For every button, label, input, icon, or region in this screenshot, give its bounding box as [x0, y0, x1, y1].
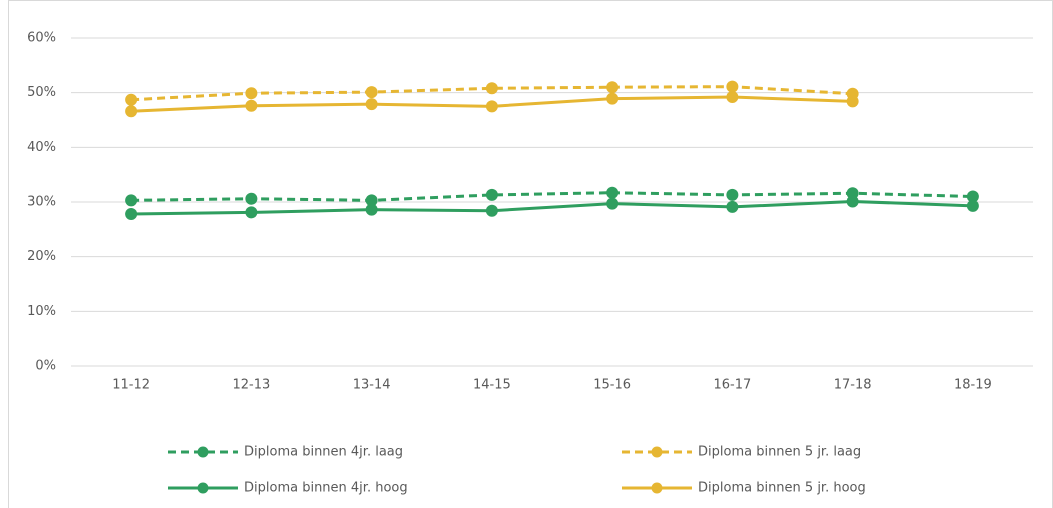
- x-tick-label: 16-17: [713, 378, 751, 393]
- y-tick-label: 30%: [27, 195, 56, 210]
- y-tick-label: 60%: [27, 31, 56, 46]
- series-line: [131, 199, 973, 216]
- point: [966, 190, 979, 203]
- point: [846, 195, 859, 208]
- point: [125, 105, 138, 118]
- legend-marker: [197, 482, 209, 494]
- point: [125, 194, 138, 207]
- point: [726, 188, 739, 201]
- chart-frame: [8, 0, 1053, 508]
- point: [245, 192, 258, 205]
- point: [726, 200, 739, 213]
- point: [245, 99, 258, 112]
- legend-marker: [197, 446, 209, 458]
- legend-label: Diploma binnen 4jr. laag: [244, 445, 403, 460]
- point: [606, 197, 619, 210]
- x-tick-label: 14-15: [473, 378, 511, 393]
- point: [846, 187, 859, 200]
- point: [485, 100, 498, 113]
- point: [966, 199, 979, 212]
- point: [606, 81, 619, 94]
- point: [726, 91, 739, 104]
- point: [485, 188, 498, 201]
- y-tick-label: 20%: [27, 249, 56, 264]
- point: [365, 98, 378, 111]
- point: [125, 93, 138, 106]
- x-tick-label: 11-12: [112, 378, 150, 393]
- legend-marker: [651, 482, 663, 494]
- point: [485, 204, 498, 217]
- y-tick-label: 0%: [35, 359, 56, 374]
- series-line: [131, 191, 973, 202]
- y-tick-label: 40%: [27, 140, 56, 155]
- legend-label: Diploma binnen 5 jr. hoog: [698, 481, 866, 496]
- legend-marker: [651, 446, 663, 458]
- x-tick-label: 17-18: [834, 378, 872, 393]
- point: [245, 87, 258, 100]
- x-tick-label: 13-14: [353, 378, 391, 393]
- point: [726, 80, 739, 93]
- point: [365, 194, 378, 207]
- point: [485, 82, 498, 95]
- point: [846, 95, 859, 108]
- x-tick-label: 12-13: [232, 378, 270, 393]
- x-tick-label: 18-19: [954, 378, 992, 393]
- point: [365, 203, 378, 216]
- point: [365, 86, 378, 99]
- legend-label: Diploma binnen 5 jr. laag: [698, 445, 861, 460]
- y-tick-label: 50%: [27, 85, 56, 100]
- point: [125, 208, 138, 221]
- y-tick-label: 10%: [27, 304, 56, 319]
- point: [606, 92, 619, 105]
- point: [245, 206, 258, 219]
- x-tick-label: 15-16: [593, 378, 631, 393]
- point: [606, 186, 619, 199]
- legend-label: Diploma binnen 4jr. hoog: [244, 481, 408, 496]
